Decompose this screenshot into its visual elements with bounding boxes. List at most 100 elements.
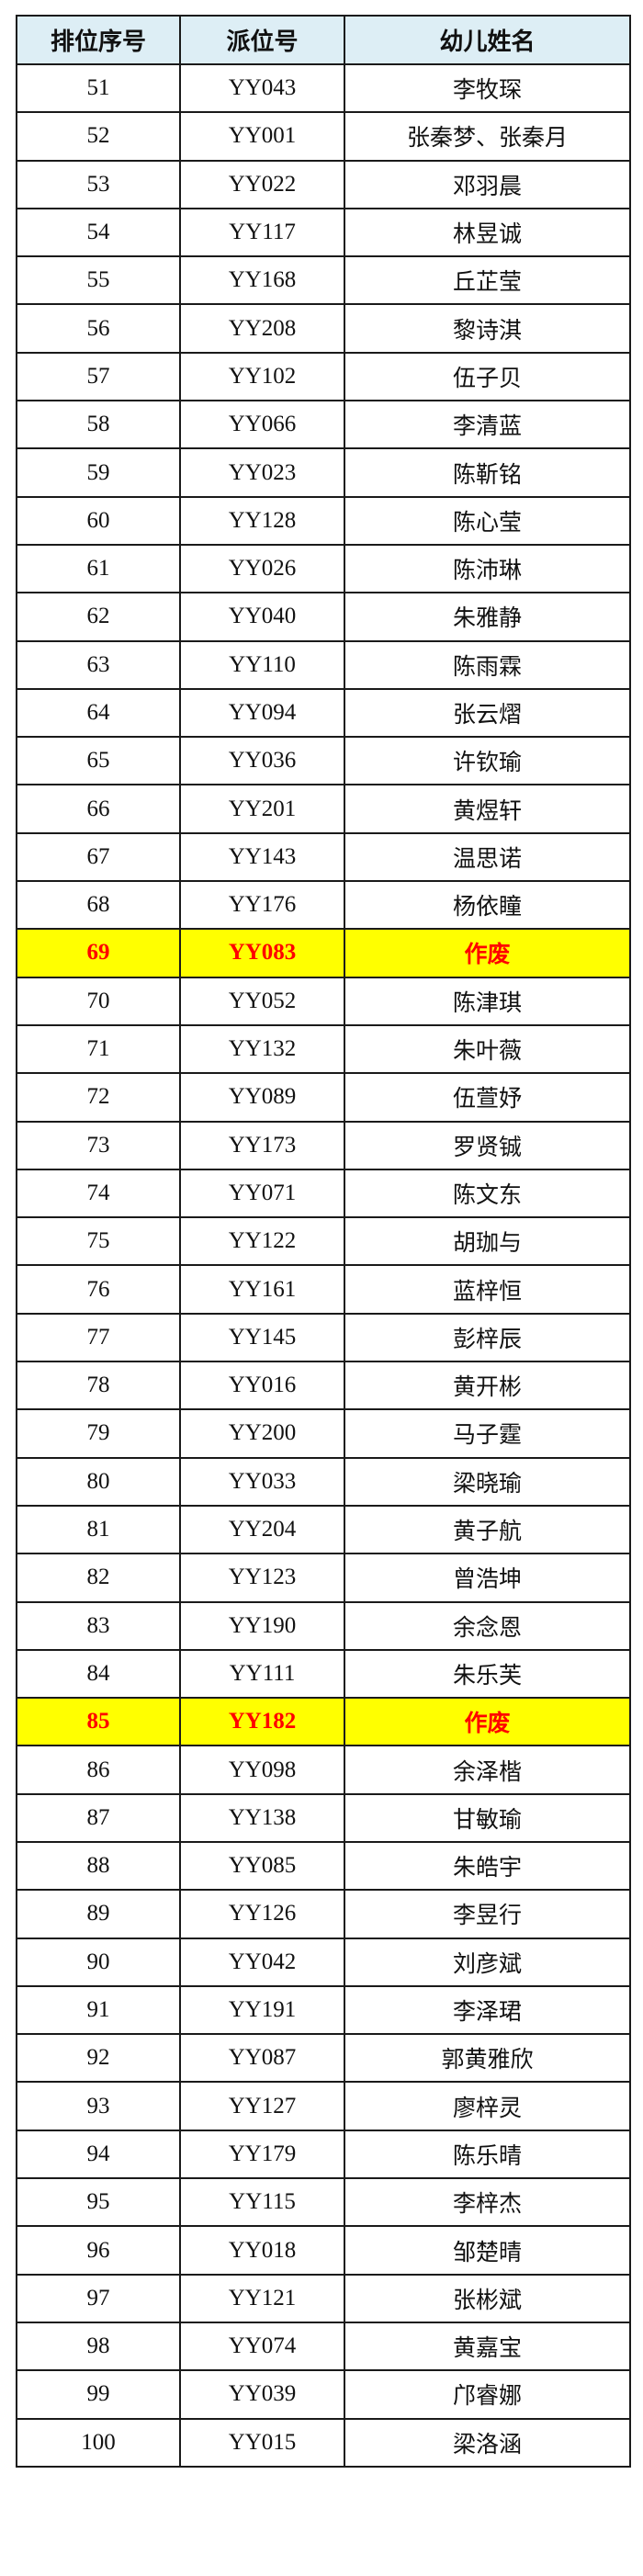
table-row: 65 YY036 许钦瑜 (16, 736, 631, 786)
child-name-cell: 邹楚晴 (344, 2225, 631, 2276)
lot-number-cell: YY015 (179, 2417, 345, 2468)
lot-number-cell: YY083 (179, 928, 345, 978)
rank-cell: 67 (16, 831, 181, 883)
lot-number-cell: YY126 (179, 1889, 345, 1939)
rank-cell: 54 (16, 207, 181, 258)
header-row: 排位序号 派位号 幼儿姓名 (16, 15, 631, 65)
table-row: 97 YY121 张彬斌 (16, 2273, 631, 2323)
rank-cell: 66 (16, 784, 181, 834)
rank-cell: 83 (16, 1600, 181, 1651)
table-row: 51 YY043 李牧琛 (16, 62, 631, 114)
lot-number-cell: YY145 (179, 1312, 345, 1363)
lot-number-cell: YY071 (179, 1168, 345, 1219)
table-row: 66 YY201 黄煜轩 (16, 784, 631, 834)
table-row: 100 YY015 梁洛涵 (16, 2417, 631, 2468)
lot-number-cell: YY040 (179, 592, 345, 642)
table-row: 86 YY098 余泽楷 (16, 1745, 631, 1795)
rank-cell: 71 (16, 1023, 181, 1075)
void-row: 69 YY083 作废 (16, 928, 631, 978)
child-name-cell: 伍子贝 (344, 351, 631, 402)
rank-cell: 91 (16, 1984, 181, 2036)
rank-cell: 56 (16, 303, 181, 354)
child-name-cell: 曾浩坤 (344, 1553, 631, 1603)
table-row: 62 YY040 朱雅静 (16, 592, 631, 642)
rank-cell: 84 (16, 1648, 181, 1700)
table-row: 94 YY179 陈乐晴 (16, 2129, 631, 2180)
table-row: 67 YY143 温思诺 (16, 831, 631, 883)
lot-number-cell: YY111 (179, 1648, 345, 1700)
table-row: 54 YY117 林昱诚 (16, 207, 631, 258)
child-name-cell: 李牧琛 (344, 62, 631, 114)
lot-number-cell: YY033 (179, 1456, 345, 1507)
child-name-cell: 张云熠 (344, 687, 631, 739)
table-row: 56 YY208 黎诗淇 (16, 303, 631, 354)
lot-number-cell: YY102 (179, 351, 345, 402)
rank-cell: 96 (16, 2225, 181, 2276)
table-row: 91 YY191 李泽珺 (16, 1984, 631, 2036)
rank-cell: 62 (16, 592, 181, 642)
lot-number-cell: YY052 (179, 976, 345, 1026)
rank-cell: 82 (16, 1553, 181, 1603)
lot-number-cell: YY094 (179, 687, 345, 739)
table-row: 74 YY071 陈文东 (16, 1168, 631, 1219)
rank-cell: 88 (16, 1840, 181, 1892)
lot-number-cell: YY042 (179, 1937, 345, 1987)
child-name-cell: 胡珈与 (344, 1216, 631, 1267)
table-row: 89 YY126 李昱行 (16, 1889, 631, 1939)
child-name-cell: 温思诺 (344, 831, 631, 883)
lot-number-cell: YY036 (179, 736, 345, 786)
child-name-cell: 张秦梦、张秦月 (344, 111, 631, 162)
rank-cell: 77 (16, 1312, 181, 1363)
table-row: 80 YY033 梁晓瑜 (16, 1456, 631, 1507)
rank-cell: 81 (16, 1504, 181, 1555)
child-name-cell: 马子霆 (344, 1408, 631, 1459)
lot-number-cell: YY191 (179, 1984, 345, 2036)
rank-cell: 86 (16, 1745, 181, 1795)
table-row: 73 YY173 罗贤铖 (16, 1120, 631, 1170)
table-row: 57 YY102 伍子贝 (16, 351, 631, 402)
lot-number-cell: YY066 (179, 400, 345, 450)
rank-cell: 65 (16, 736, 181, 786)
lot-number-cell: YY161 (179, 1264, 345, 1315)
child-name-cell: 梁洛涵 (344, 2417, 631, 2468)
lot-number-cell: YY039 (179, 2369, 345, 2420)
child-name-cell: 余泽楷 (344, 1745, 631, 1795)
child-name-cell: 朱雅静 (344, 592, 631, 642)
rank-cell: 93 (16, 2081, 181, 2131)
child-name-cell: 廖梓灵 (344, 2081, 631, 2131)
child-name-cell: 蓝梓恒 (344, 1264, 631, 1315)
child-name-cell: 林昱诚 (344, 207, 631, 258)
table-row: 71 YY132 朱叶薇 (16, 1023, 631, 1075)
child-name-cell: 李清蓝 (344, 400, 631, 450)
void-row: 85 YY182 作废 (16, 1697, 631, 1747)
header-child-name: 幼儿姓名 (344, 15, 631, 65)
rank-cell: 94 (16, 2129, 181, 2180)
rank-cell: 79 (16, 1408, 181, 1459)
child-name-cell: 陈沛琳 (344, 543, 631, 594)
table-row: 88 YY085 朱皓宇 (16, 1840, 631, 1892)
child-name-cell: 刘彦斌 (344, 1937, 631, 1987)
lot-number-cell: YY132 (179, 1023, 345, 1075)
table-row: 82 YY123 曾浩坤 (16, 1553, 631, 1603)
child-name-cell: 陈津琪 (344, 976, 631, 1026)
table-row: 90 YY042 刘彦斌 (16, 1937, 631, 1987)
lot-number-cell: YY138 (179, 1792, 345, 1843)
child-name-cell: 郭黄雅欣 (344, 2033, 631, 2084)
child-name-cell: 陈靳铭 (344, 447, 631, 498)
rank-cell: 73 (16, 1120, 181, 1170)
child-name-cell: 作废 (344, 1697, 631, 1747)
table-row: 96 YY018 邹楚晴 (16, 2225, 631, 2276)
rank-cell: 52 (16, 111, 181, 162)
table-row: 95 YY115 李梓杰 (16, 2177, 631, 2228)
child-name-cell: 梁晓瑜 (344, 1456, 631, 1507)
table-row: 70 YY052 陈津琪 (16, 976, 631, 1026)
lot-number-cell: YY016 (179, 1361, 345, 1411)
child-name-cell: 彭梓辰 (344, 1312, 631, 1363)
child-name-cell: 陈乐晴 (344, 2129, 631, 2180)
lot-number-cell: YY143 (179, 831, 345, 883)
table-row: 98 YY074 黄嘉宝 (16, 2321, 631, 2372)
lot-number-cell: YY173 (179, 1120, 345, 1170)
table-row: 63 YY110 陈雨霖 (16, 639, 631, 690)
rank-cell: 72 (16, 1072, 181, 1123)
table-row: 61 YY026 陈沛琳 (16, 543, 631, 594)
